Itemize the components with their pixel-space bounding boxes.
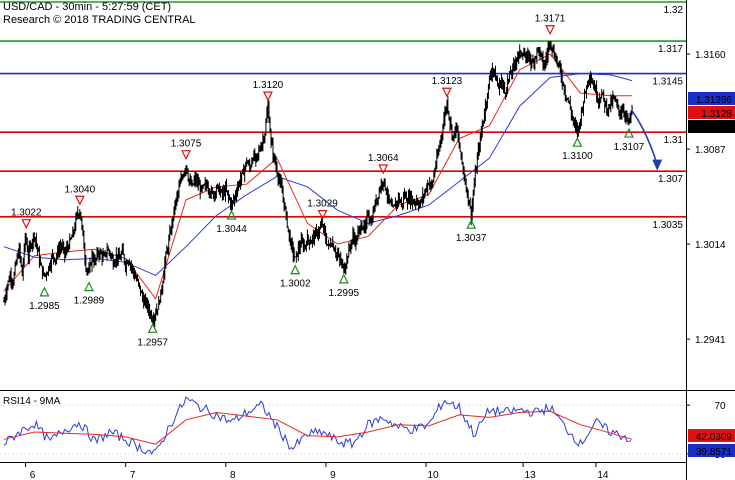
trough-marker-3	[83, 281, 94, 292]
peak-marker-14	[545, 25, 556, 36]
peak-marker-7	[262, 91, 273, 102]
projection-arrowhead	[652, 159, 663, 171]
level-label-3: 1.31	[664, 135, 684, 146]
trough-label-16: 1.3107	[614, 142, 645, 153]
trough-label-1: 1.2985	[29, 301, 60, 312]
x-label-1: 7	[130, 470, 136, 480]
peak-label-0: 1.3022	[11, 208, 42, 219]
y-tick-label-0: 1.3160	[695, 50, 726, 61]
peak-marker-12	[441, 87, 452, 98]
rsi-tag-label-1: 39.8571	[696, 447, 733, 458]
trough-marker-4	[147, 322, 158, 333]
trough-marker-10	[338, 273, 349, 284]
peak-marker-0	[21, 219, 32, 230]
x-label-2: 8	[230, 470, 236, 480]
trough-label-15: 1.3100	[562, 151, 593, 162]
trough-marker-1	[39, 286, 50, 297]
main-price-panel: 1.32 1.317 1.3145 1.31 1.307 1.3035 1.3022 1.2…	[0, 0, 686, 390]
price-tag-label-2: 1.31165	[697, 123, 733, 134]
price-tag-label-1: 1.3128	[701, 109, 732, 120]
rsi-ma-line	[3, 410, 633, 445]
trough-marker-16	[623, 127, 634, 138]
peak-label-2: 1.3040	[65, 184, 96, 195]
trough-marker-13	[466, 218, 477, 229]
level-label-1: 1.317	[658, 44, 683, 55]
rsi-line	[3, 396, 632, 455]
y-tick-label-1: 1.3087	[695, 145, 726, 156]
rsi-tag-1	[688, 444, 735, 457]
x-label-4: 10	[427, 470, 439, 480]
rsi-tag-label-0: 42.0309	[696, 432, 733, 443]
rsi-tick-label-0: 70	[714, 401, 726, 412]
chart-title: USD/CAD - 30min - 5:27:59 (CET)	[3, 1, 172, 13]
peak-marker-9	[317, 209, 328, 220]
peak-marker-11	[378, 164, 389, 175]
x-label-3: 9	[330, 470, 336, 480]
peak-label-9: 1.3029	[307, 199, 338, 210]
trough-marker-8	[290, 264, 301, 275]
peak-label-5: 1.3075	[171, 139, 202, 150]
peak-label-11: 1.3064	[368, 153, 399, 164]
rsi-tag-0	[688, 429, 735, 442]
y-tick-label-2: 1.3014	[695, 240, 726, 251]
price-tag-2	[688, 120, 735, 133]
peak-label-14: 1.3171	[535, 14, 566, 25]
peak-label-12: 1.3123	[432, 76, 463, 87]
peak-label-7: 1.3120	[253, 80, 284, 91]
x-label-5: 13	[525, 470, 537, 480]
level-label-4: 1.307	[658, 174, 683, 185]
trough-marker-15	[572, 136, 583, 147]
x-label-0: 6	[30, 470, 36, 480]
trough-label-6: 1.3044	[216, 224, 247, 235]
main-plot-area	[0, 0, 686, 390]
projection-path	[631, 110, 658, 165]
x-label-6: 14	[597, 470, 609, 480]
price-tag-0	[688, 92, 735, 105]
level-label-2: 1.3145	[652, 77, 683, 88]
trough-label-4: 1.2957	[137, 337, 168, 348]
level-label-0: 1.32	[664, 5, 684, 16]
trough-label-10: 1.2995	[328, 288, 359, 299]
trough-label-8: 1.3002	[280, 279, 311, 290]
price-tag-1	[688, 106, 735, 119]
peak-marker-5	[181, 150, 191, 161]
price-tag-label-0: 1.31396	[696, 95, 733, 106]
rsi-panel	[0, 396, 686, 455]
chart-subtitle: Research © 2018 TRADING CENTRAL	[3, 14, 196, 26]
y-tick-label-3: 1.2941	[695, 335, 726, 346]
peak-marker-2	[74, 195, 85, 206]
trough-marker-6	[226, 209, 237, 220]
level-label-5: 1.3035	[652, 220, 683, 231]
ma-slow-line	[3, 73, 633, 276]
rsi-title: RSI14 - 9MA	[3, 396, 61, 407]
trough-label-3: 1.2989	[74, 296, 105, 307]
price-bars	[3, 40, 633, 328]
trough-label-13: 1.3037	[456, 233, 487, 244]
